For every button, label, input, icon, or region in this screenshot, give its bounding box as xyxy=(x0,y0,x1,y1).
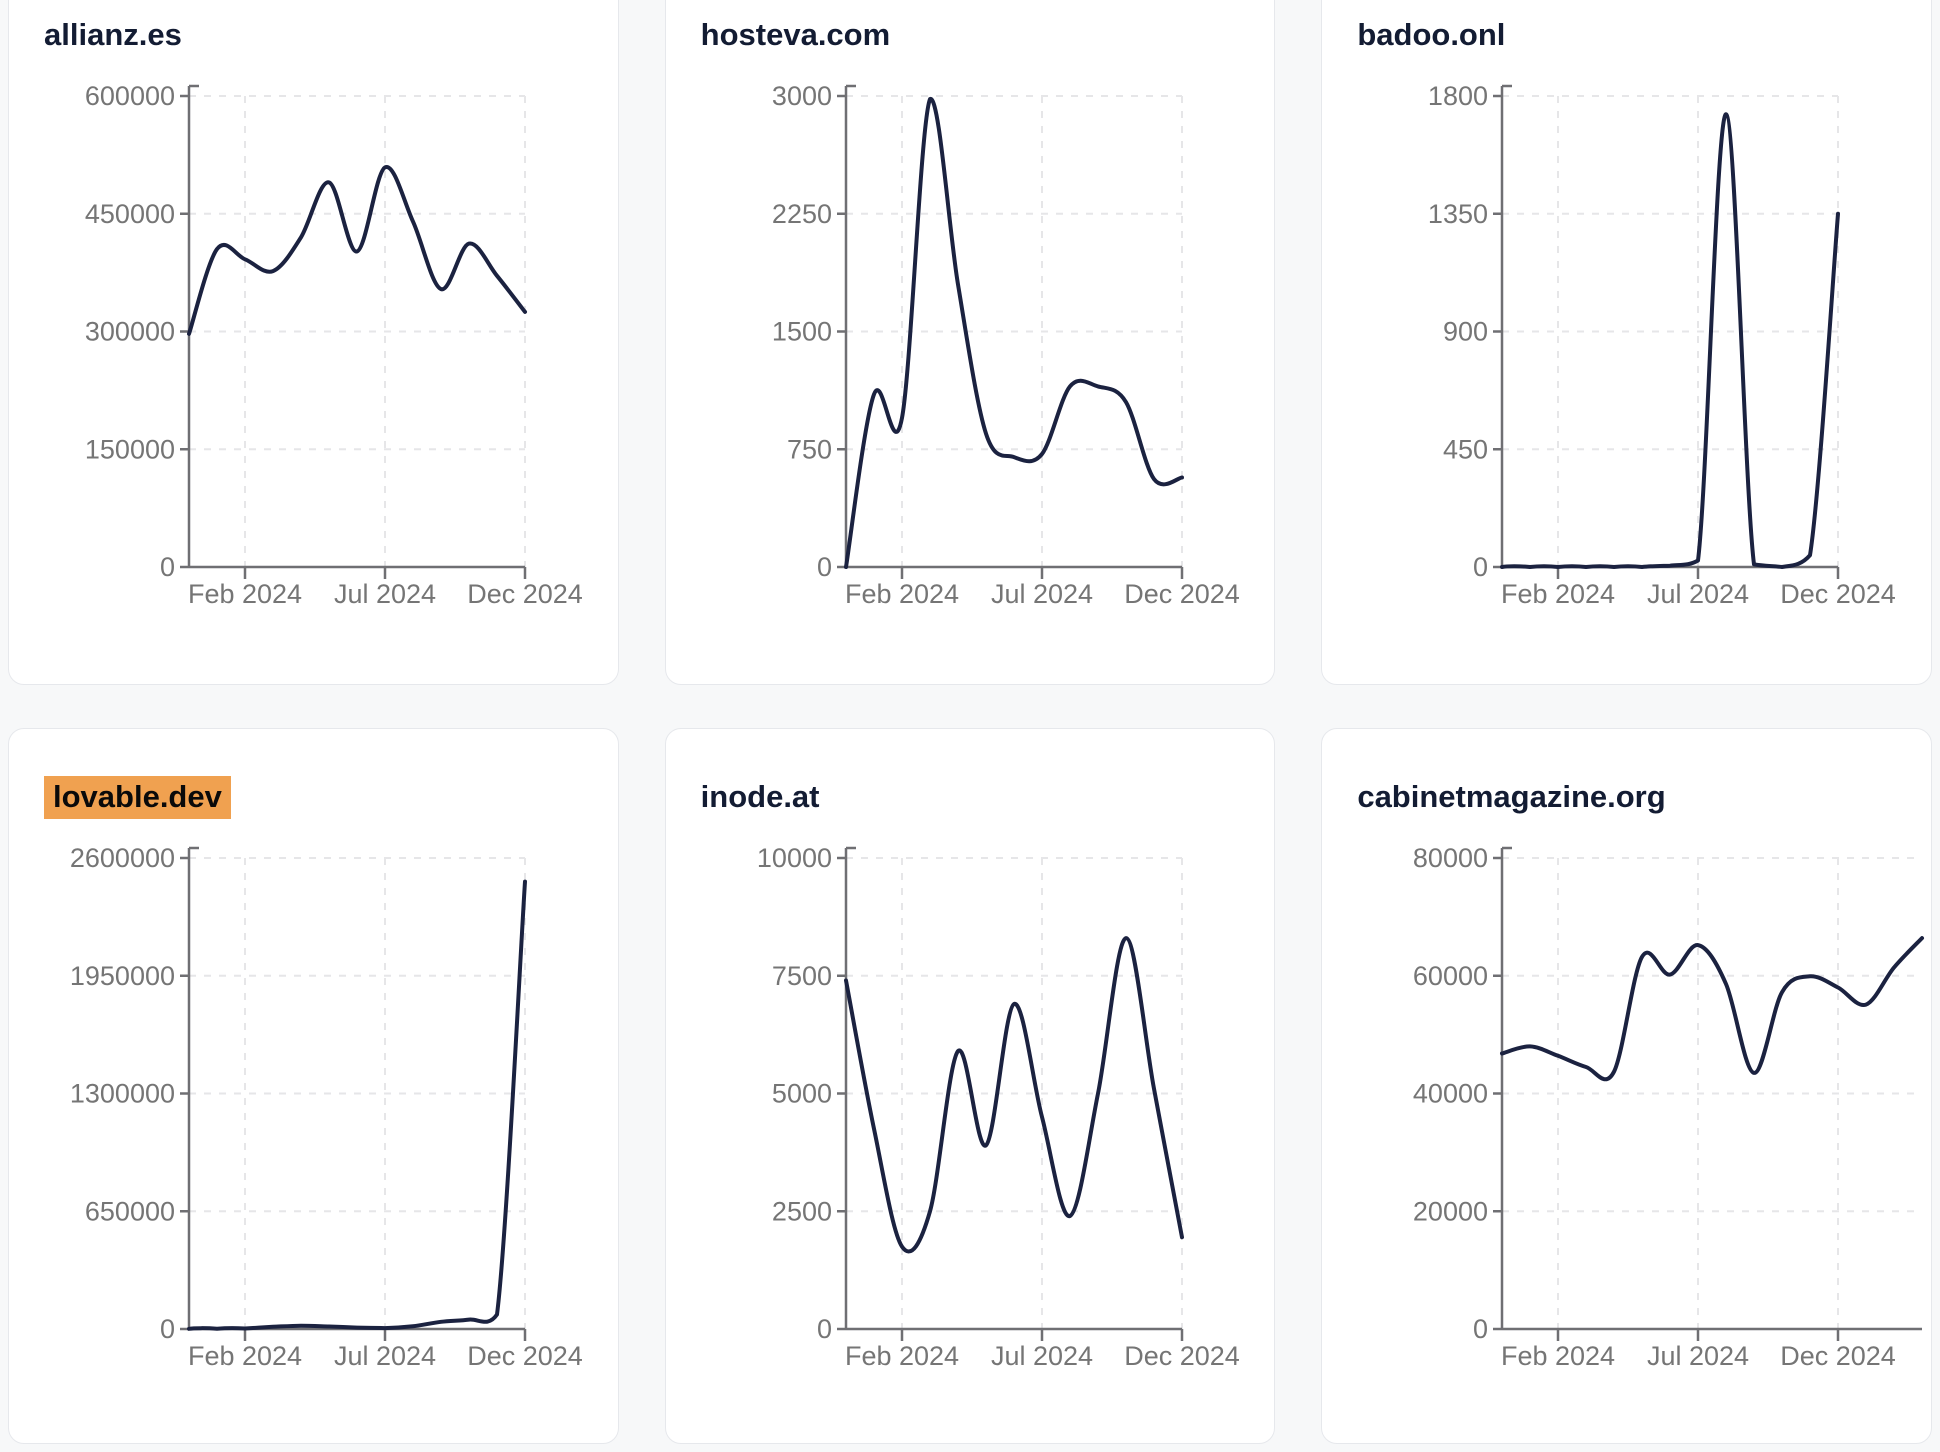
svg-text:3000: 3000 xyxy=(772,81,832,111)
svg-text:Dec 2024: Dec 2024 xyxy=(1781,1341,1897,1371)
svg-text:Jul 2024: Jul 2024 xyxy=(1647,579,1749,609)
line-chart-2: 0 750 1500 2250 3000 Feb 2024 Jul 2024 Dec 2024 xyxy=(772,81,1240,609)
svg-text:Dec 2024: Dec 2024 xyxy=(467,1341,583,1371)
svg-text:Jul 2024: Jul 2024 xyxy=(334,579,436,609)
svg-text:1300000: 1300000 xyxy=(70,1079,175,1109)
chart-title-2: hosteva.com xyxy=(701,15,891,55)
chart-title-text: hosteva.com xyxy=(700,17,891,52)
svg-text:7500: 7500 xyxy=(772,961,832,991)
chart-title-text: inode.at xyxy=(700,779,820,814)
svg-text:1800: 1800 xyxy=(1428,81,1488,111)
svg-text:Feb 2024: Feb 2024 xyxy=(845,1341,959,1371)
chart-title-text: badoo.onl xyxy=(1357,17,1506,52)
svg-text:Dec 2024: Dec 2024 xyxy=(1124,1341,1240,1371)
svg-text:Jul 2024: Jul 2024 xyxy=(1647,1341,1749,1371)
svg-text:1950000: 1950000 xyxy=(70,961,175,991)
svg-text:10000: 10000 xyxy=(757,843,832,873)
svg-text:60000: 60000 xyxy=(1413,961,1488,991)
svg-text:1500: 1500 xyxy=(772,317,832,347)
svg-text:900: 900 xyxy=(1443,317,1488,347)
svg-text:Jul 2024: Jul 2024 xyxy=(334,1341,436,1371)
svg-text:Feb 2024: Feb 2024 xyxy=(1501,579,1615,609)
svg-text:Feb 2024: Feb 2024 xyxy=(1501,1341,1615,1371)
line-chart-3: 0 450 900 1350 1800 Feb 2024 Jul 2024 Dec 2024 xyxy=(1428,81,1897,609)
chart-title-4: lovable.dev xyxy=(44,776,231,819)
svg-text:Dec 2024: Dec 2024 xyxy=(467,579,583,609)
svg-text:2600000: 2600000 xyxy=(70,843,175,873)
chart-title-3: badoo.onl xyxy=(1357,15,1505,55)
chart-card-1: 0 150000 300000 450000 600000 Feb 2024 Jul 202… xyxy=(8,0,619,685)
svg-text:0: 0 xyxy=(160,1314,175,1344)
chart-card-3: 0 450 900 1350 1800 Feb 2024 Jul 2024 Dec 2024 … xyxy=(1321,0,1932,685)
svg-text:750: 750 xyxy=(787,434,832,464)
svg-text:450: 450 xyxy=(1443,434,1488,464)
svg-text:0: 0 xyxy=(1473,552,1488,582)
chart-title-text: cabinetmagazine.org xyxy=(1357,779,1666,814)
svg-text:Feb 2024: Feb 2024 xyxy=(188,1341,302,1371)
line-chart-1: 0 150000 300000 450000 600000 Feb 2024 Jul 202… xyxy=(85,81,583,609)
svg-text:1350: 1350 xyxy=(1428,199,1488,229)
chart-card-6: 0 20000 40000 60000 80000 Feb 2024 Jul 2024 Dec… xyxy=(1321,728,1932,1444)
svg-text:40000: 40000 xyxy=(1413,1079,1488,1109)
chart-card-5: 0 2500 5000 7500 10000 Feb 2024 Jul 2024 Dec 20… xyxy=(664,728,1276,1444)
svg-text:650000: 650000 xyxy=(85,1196,175,1226)
svg-text:0: 0 xyxy=(160,552,175,582)
svg-text:Feb 2024: Feb 2024 xyxy=(188,579,302,609)
svg-text:Jul 2024: Jul 2024 xyxy=(991,579,1093,609)
line-chart-6: 0 20000 40000 60000 80000 Feb 2024 Jul 2024 Dec… xyxy=(1413,843,1925,1371)
svg-text:300000: 300000 xyxy=(85,317,175,347)
svg-text:2500: 2500 xyxy=(772,1196,832,1226)
chart-title-1: allianz.es xyxy=(44,15,182,55)
svg-text:Dec 2024: Dec 2024 xyxy=(1781,579,1897,609)
chart-title-6: cabinetmagazine.org xyxy=(1357,777,1665,817)
svg-text:5000: 5000 xyxy=(772,1079,832,1109)
svg-text:0: 0 xyxy=(1473,1314,1488,1344)
svg-text:Feb 2024: Feb 2024 xyxy=(845,579,959,609)
line-chart-4: 0 650000 1300000 1950000 2600000 Feb 2024 Jul … xyxy=(70,843,583,1371)
svg-text:20000: 20000 xyxy=(1413,1196,1488,1226)
line-chart-5: 0 2500 5000 7500 10000 Feb 2024 Jul 2024 Dec 20… xyxy=(757,843,1240,1371)
svg-text:0: 0 xyxy=(817,1314,832,1344)
svg-text:80000: 80000 xyxy=(1413,843,1488,873)
chart-card-2: 0 750 1500 2250 3000 Feb 2024 Jul 2024 Dec 2024… xyxy=(664,0,1276,685)
svg-text:2250: 2250 xyxy=(772,199,832,229)
chart-title-text-highlighted: lovable.dev xyxy=(44,776,231,819)
chart-title-text: allianz.es xyxy=(44,17,182,52)
svg-text:0: 0 xyxy=(817,552,832,582)
svg-text:150000: 150000 xyxy=(85,434,175,464)
svg-text:450000: 450000 xyxy=(85,199,175,229)
svg-text:600000: 600000 xyxy=(85,81,175,111)
chart-title-5: inode.at xyxy=(701,777,820,817)
chart-card-4: 0 650000 1300000 1950000 2600000 Feb 2024 Jul … xyxy=(8,728,619,1444)
svg-text:Jul 2024: Jul 2024 xyxy=(991,1341,1093,1371)
svg-text:Dec 2024: Dec 2024 xyxy=(1124,579,1240,609)
